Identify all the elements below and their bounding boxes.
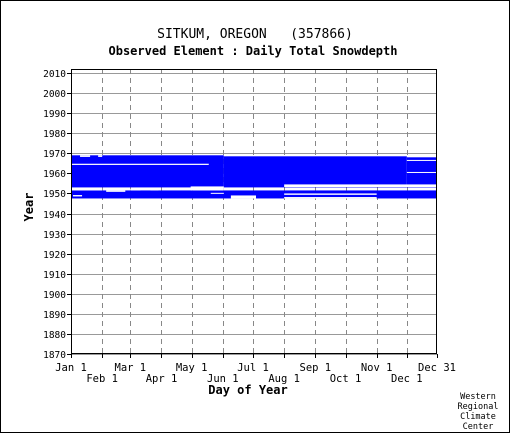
y-tick-label: 1980 [43, 129, 66, 140]
x-tick-label-bottom: Feb 1 [86, 373, 118, 385]
y-tick-label: 1970 [43, 149, 66, 160]
missing-data-gap [284, 197, 377, 199]
missing-data-gap [284, 184, 437, 188]
y-tick-label: 1950 [43, 189, 66, 200]
x-tick-label-top: Mar 1 [115, 362, 147, 374]
missing-data-gap [106, 190, 126, 192]
y-tick-label: 1880 [43, 330, 66, 341]
missing-data-gap [73, 195, 83, 197]
missing-data-gap [71, 163, 209, 165]
missing-data-gap [190, 186, 224, 191]
missing-data-gap [130, 188, 141, 191]
y-tick-label: 1870 [43, 350, 66, 361]
x-tick-label-top: Dec 31 [418, 362, 456, 374]
missing-data-gap [80, 155, 91, 157]
missing-data-gap [406, 159, 437, 161]
y-tick-label: 2010 [43, 69, 66, 80]
x-tick-label-top: May 1 [176, 362, 208, 374]
x-tick-label-bottom: Oct 1 [330, 373, 362, 385]
y-tick-label: 1890 [43, 310, 66, 321]
snowdepth-coverage-bar [71, 190, 437, 199]
x-tick-label-bottom: Jun 1 [207, 373, 239, 385]
missing-data-gap [150, 188, 159, 191]
x-tick-label-top: Sep 1 [300, 362, 332, 374]
y-tick-label: 1940 [43, 210, 66, 221]
plot-border [71, 69, 437, 354]
snowdepth-coverage-bar [223, 156, 407, 188]
missing-data-gap [406, 171, 437, 173]
x-tick-label-top: Nov 1 [361, 362, 393, 374]
missing-data-gap [71, 188, 103, 191]
y-tick-label: 1960 [43, 169, 66, 180]
x-tick-label-top: Jan 1 [55, 362, 87, 374]
x-tick-label-bottom: Aug 1 [268, 373, 300, 385]
chart-subtitle: Observed Element : Daily Total Snowdepth [109, 44, 398, 58]
credit-line-1: Western [460, 392, 496, 402]
credit-line-3: Climate [460, 412, 496, 422]
missing-data-gap [230, 195, 257, 199]
y-tick-label: 1920 [43, 250, 66, 261]
x-tick-label-bottom: Dec 1 [391, 373, 423, 385]
chart-title: SITKUM, OREGON (357866) [157, 27, 353, 42]
y-tick-label: 1930 [43, 230, 66, 241]
snowdepth-coverage-bar [71, 155, 224, 188]
missing-data-gap [284, 193, 377, 195]
credit-line-4: Center [463, 422, 494, 432]
y-axis-label: Year [22, 193, 36, 222]
y-tick-label: 1910 [43, 270, 66, 281]
missing-data-gap [98, 155, 103, 157]
y-tick-label: 1900 [43, 290, 66, 301]
y-tick-label: 2000 [43, 89, 66, 100]
plot-background [71, 69, 437, 354]
x-tick-label-bottom: Apr 1 [146, 373, 178, 385]
missing-data-gap [210, 192, 224, 194]
plot-area: 1870 1880 1890 1900 1910 1920 1930 1940 1950 1960… [43, 69, 456, 385]
x-tick-label-top: Jul 1 [237, 362, 269, 374]
x-axis-label: Day of Year [208, 383, 287, 397]
credit-line-2: Regional [458, 402, 499, 412]
y-tick-label: 1990 [43, 109, 66, 120]
